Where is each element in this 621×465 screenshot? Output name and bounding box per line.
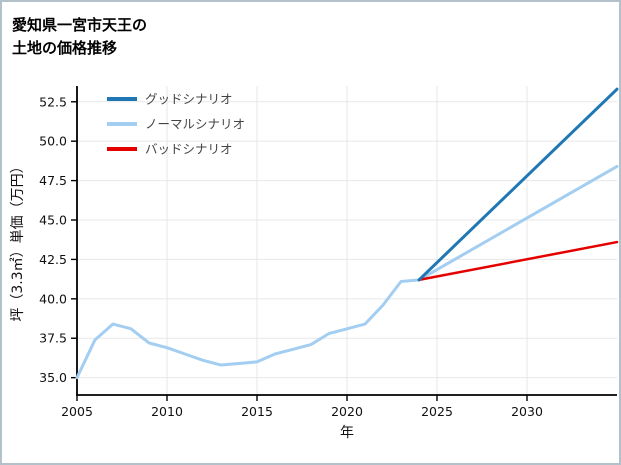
y-axis-label: 坪（3.3㎡）単価（万円）: [10, 159, 26, 321]
legend-item-0: グッドシナリオ: [107, 92, 233, 107]
svg-text:2015: 2015: [241, 404, 273, 419]
legend-label: グッドシナリオ: [145, 92, 233, 107]
price-trend-chart: 2005 2010 2015 2020 2025 2030 35.0 37.5 40.0 42.5…: [2, 73, 619, 447]
svg-text:2020: 2020: [331, 404, 363, 419]
gridlines: [77, 86, 617, 395]
chart-title: 愛知県一宮市天王の 土地の価格推移: [2, 2, 619, 73]
svg-text:37.5: 37.5: [39, 331, 67, 346]
chart-title-line2: 土地の価格推移: [12, 39, 118, 58]
x-axis-label: 年: [340, 425, 354, 441]
svg-text:2030: 2030: [511, 404, 543, 419]
svg-text:52.5: 52.5: [39, 94, 67, 109]
series-line-good-scenario: [417, 87, 619, 282]
legend-item-2: バッドシナリオ: [107, 142, 233, 157]
legend-label: バッドシナリオ: [145, 142, 233, 157]
chart-title-line1: 愛知県一宮市天王の: [12, 16, 148, 34]
svg-text:45.0: 45.0: [39, 213, 67, 228]
svg-text:40.0: 40.0: [39, 291, 67, 306]
x-tick-labels: 2005 2010 2015 2020 2025 2030: [61, 404, 543, 419]
svg-text:50.0: 50.0: [39, 134, 67, 149]
series-line-bad-scenario: [417, 240, 619, 282]
svg-text:42.5: 42.5: [39, 252, 67, 267]
legend-label: ノーマルシナリオ: [145, 117, 245, 132]
svg-text:35.0: 35.0: [39, 370, 67, 385]
legend-item-1: ノーマルシナリオ: [107, 117, 245, 132]
svg-text:2025: 2025: [421, 404, 453, 419]
svg-text:47.5: 47.5: [39, 173, 67, 188]
svg-text:2010: 2010: [151, 404, 183, 419]
svg-text:2005: 2005: [61, 404, 93, 419]
y-tick-labels: 35.0 37.5 40.0 42.5 45.0 47.5 50.0 52.5: [39, 94, 67, 385]
price-trend-plot: 2005 2010 2015 2020 2025 2030 35.0 37.5 40.0 42.5…: [10, 86, 619, 441]
series-line-normal-scenario: [75, 164, 619, 380]
tick-marks: [71, 101, 528, 401]
